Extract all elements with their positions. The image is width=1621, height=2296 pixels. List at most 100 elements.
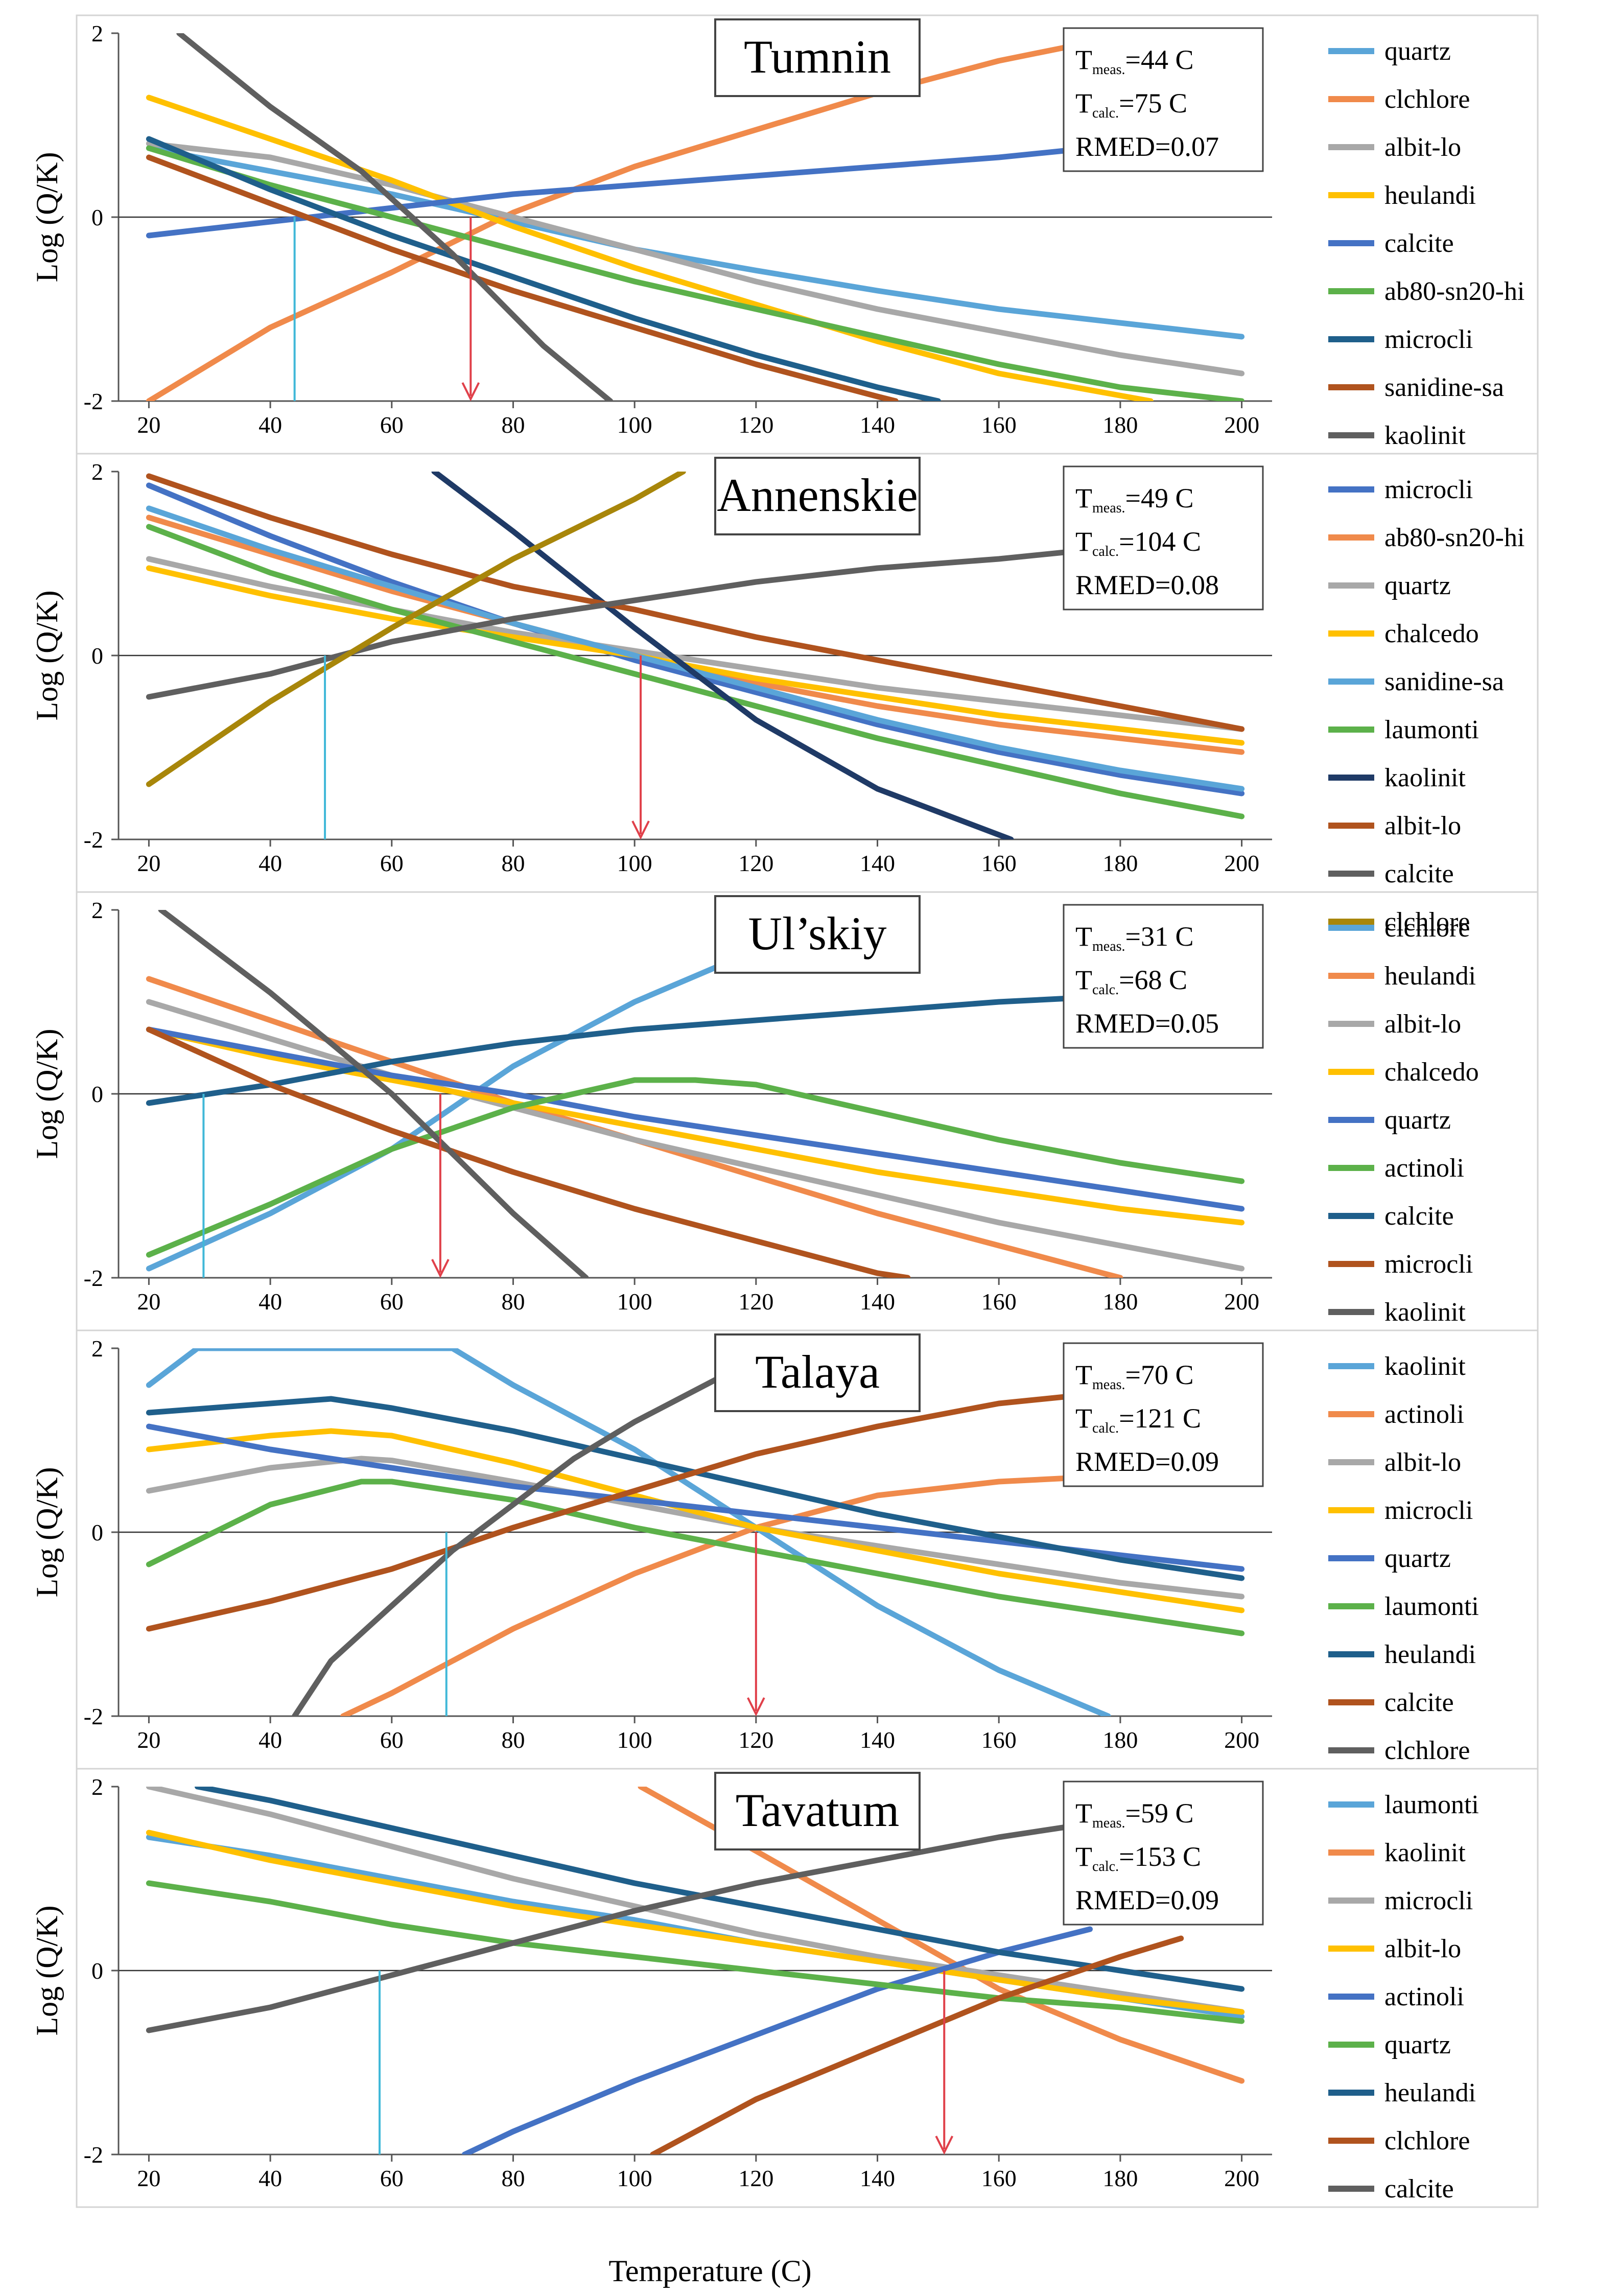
series-lines	[146, 472, 1245, 839]
series-line-kaolinit	[176, 33, 614, 401]
x-tick-label: 200	[1224, 1288, 1259, 1315]
x-tick-label: 180	[1102, 2165, 1138, 2191]
series-line-albit-lo	[146, 140, 1245, 377]
legend-label-laumonti: laumonti	[1384, 715, 1479, 744]
t-meas-value: =49 C	[1125, 483, 1194, 513]
series-line-chalcedo	[146, 1026, 1245, 1226]
legend-label-calcite: calcite	[1384, 229, 1454, 258]
series-line-heulandi	[146, 95, 1154, 401]
x-tick-label: 120	[738, 850, 773, 876]
legend-label-chalcedo: chalcedo	[1384, 1058, 1479, 1087]
series-line-kaolinit	[431, 472, 1014, 839]
series-line-microcli	[146, 136, 941, 401]
series-line-kaolinit	[158, 910, 589, 1278]
info-box-frame	[1063, 904, 1264, 1049]
t-calc-arrow-head	[631, 821, 650, 840]
legend-label-albit-lo: albit-lo	[1384, 133, 1461, 162]
legend-label-calcite: calcite	[1384, 859, 1454, 888]
panel-title: Tavatum	[736, 1784, 900, 1836]
series-line-kaolinit	[146, 1348, 1111, 1716]
series-line-clchlore	[650, 1935, 1184, 2154]
rmed-text: RMED=0.07	[1075, 131, 1219, 162]
legend: microcli ab80-sn20-hi quartz chalcedo sanidi…	[1328, 475, 1524, 936]
panel-title: Talaya	[755, 1346, 880, 1398]
series-line-quartz	[146, 556, 1245, 732]
rmed-text: RMED=0.08	[1075, 570, 1219, 600]
t-calc-subscript: calc.	[1092, 544, 1119, 559]
t-meas-value: =44 C	[1125, 44, 1194, 75]
x-tick-label: 120	[738, 1288, 773, 1315]
legend-label-heulandi: heulandi	[1384, 181, 1476, 210]
t-calc-arrow-head	[747, 1697, 765, 1717]
t-calc-subscript: calc.	[1092, 1859, 1119, 1875]
x-tick-label: 100	[617, 1288, 652, 1315]
x-tick-label: 160	[981, 412, 1017, 438]
t-meas-subscript: meas.	[1092, 500, 1125, 516]
y-axis-title: Log (Q/K)	[30, 1029, 64, 1159]
title-box-frame	[714, 1333, 921, 1412]
y-axis-title: Log (Q/K)	[30, 1467, 64, 1598]
x-tick-label: 40	[259, 2165, 282, 2191]
legend-label-kaolinit: kaolinit	[1384, 763, 1466, 792]
y-tick-label: 0	[91, 643, 103, 669]
x-tick-label: 140	[860, 412, 895, 438]
series-line-clchlore	[146, 957, 735, 1272]
legend-label-calcite: calcite	[1384, 1202, 1454, 1231]
x-tick-label: 180	[1102, 1288, 1138, 1315]
x-tick-label: 20	[137, 1727, 160, 1753]
x-tick-label: 40	[259, 412, 282, 438]
x-tick-label: 60	[380, 2165, 404, 2191]
y-tick-label: -2	[84, 827, 103, 853]
series-line-clchlore	[292, 1368, 735, 1716]
y-tick-label: -2	[84, 1703, 103, 1729]
panel-title-box: Talaya	[714, 1333, 921, 1412]
chart-panel-2: -2 0 2 20 40 60 80 100 120 140 160 180 200 Log (Q/K) U…	[30, 891, 1539, 1331]
t-calc-value: =75 C	[1119, 88, 1187, 119]
t-meas-text: Tmeas.=59 C	[1075, 1798, 1194, 1831]
t-meas-value: =70 C	[1125, 1360, 1194, 1390]
t-meas-subscript: meas.	[1092, 62, 1125, 78]
title-box-frame	[714, 895, 921, 974]
series-line-heulandi	[146, 1396, 1245, 1581]
legend-label-calcite: calcite	[1384, 1688, 1454, 1717]
series-line-sanidine-sa	[146, 154, 899, 401]
y-tick-label: 0	[91, 1081, 103, 1107]
t-calc-value: =104 C	[1119, 526, 1201, 557]
series-line-clchlore	[146, 472, 686, 787]
x-tick-label: 60	[380, 1288, 404, 1315]
t-calc-symbol: T	[1075, 1841, 1092, 1872]
legend-label-laumonti: laumonti	[1384, 1592, 1479, 1621]
t-calc-arrow-head	[935, 2136, 954, 2155]
x-tick-label: 80	[501, 850, 525, 876]
x-tick-label: 80	[501, 1288, 525, 1315]
x-tick-label: 200	[1224, 850, 1259, 876]
legend-label-sanidine-sa: sanidine-sa	[1384, 667, 1504, 696]
legend-label-microcli: microcli	[1384, 1886, 1473, 1915]
info-box-frame	[1063, 1780, 1264, 1926]
t-meas-symbol: T	[1075, 1798, 1092, 1829]
series-line-quartz	[146, 1880, 1245, 2024]
t-calc-text: Tcalc.=68 C	[1075, 965, 1187, 998]
panel-title-box: Tavatum	[714, 1772, 921, 1850]
legend-label-calcite: calcite	[1384, 2174, 1454, 2204]
rmed-text: RMED=0.05	[1075, 1008, 1219, 1039]
x-tick-label: 60	[380, 850, 404, 876]
legend-label-quartz: quartz	[1384, 1106, 1451, 1135]
x-tick-label: 20	[137, 1288, 160, 1315]
legend-label-albit-lo: albit-lo	[1384, 811, 1461, 840]
t-meas-subscript: meas.	[1092, 1815, 1125, 1831]
x-tick-label: 120	[738, 412, 773, 438]
x-tick-label: 140	[860, 2165, 895, 2191]
series-line-laumonti	[146, 524, 1245, 819]
y-tick-label: -2	[84, 388, 103, 414]
panel-title: Annenskie	[717, 469, 918, 521]
x-tick-label: 160	[981, 1727, 1017, 1753]
legend-label-actinoli: actinoli	[1384, 1400, 1464, 1429]
y-tick-label: 0	[91, 204, 103, 230]
legend-label-microcli: microcli	[1384, 475, 1473, 504]
t-calc-arrow-head	[431, 1259, 450, 1278]
